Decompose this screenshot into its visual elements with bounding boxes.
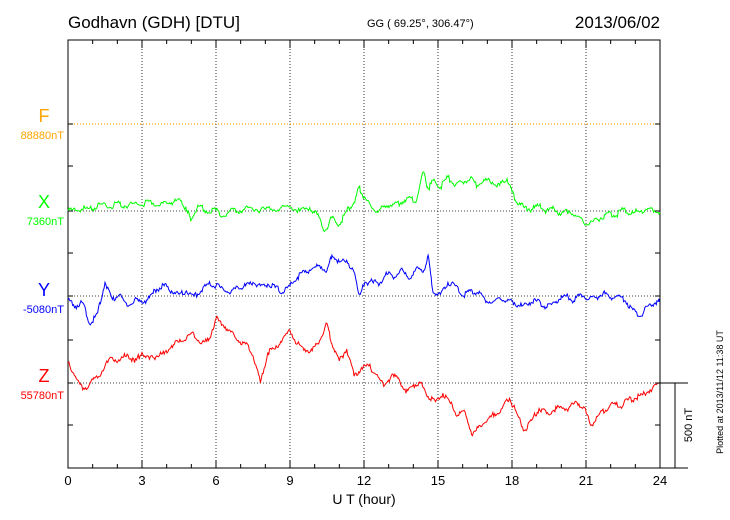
channel-baseline-z: 55780nT: [21, 390, 65, 402]
x-axis-ticks: 0 3 6 9 12 15 18 21 24: [64, 40, 667, 488]
series-line-y: [67, 253, 661, 326]
channel-labels: F 88880nT X 7360nT Y -5080nT Z 55780nT: [21, 106, 65, 402]
channel-name-x: X: [38, 192, 50, 212]
x-tick-label: 6: [212, 473, 219, 488]
channel-baseline-y: -5080nT: [23, 304, 64, 316]
y-axis-ticks: [68, 123, 660, 426]
x-tick-label: 21: [579, 473, 593, 488]
x-tick-label: 0: [64, 473, 71, 488]
x-tick-label: 9: [286, 473, 293, 488]
plotted-at-note: Plotted at 2013/11/12 11:38 UT: [715, 330, 725, 454]
x-tick-label: 3: [138, 473, 145, 488]
scale-bar: 500 nT: [660, 382, 695, 469]
channel-name-y: Y: [38, 280, 50, 300]
series-line-z: [67, 315, 661, 437]
station-title: Godhavn (GDH) [DTU]: [68, 13, 240, 32]
channel-baseline-x: 7360nT: [27, 216, 65, 228]
scale-bar-label: 500 nT: [683, 408, 695, 443]
channel-name-z: Z: [39, 366, 50, 386]
station-coordinates: GG ( 69.25°, 306.47°): [367, 18, 474, 30]
channel-baseline-f: 88880nT: [21, 130, 65, 142]
date-label: 2013/06/02: [575, 13, 660, 32]
x-tick-label: 18: [505, 473, 519, 488]
series-lines: [67, 171, 661, 437]
grid-lines: [141, 40, 587, 468]
series-line-x: [67, 171, 661, 233]
x-tick-label: 24: [653, 473, 667, 488]
channel-name-f: F: [39, 106, 50, 126]
x-axis-label: U T (hour): [332, 491, 395, 507]
x-tick-label: 15: [431, 473, 445, 488]
x-tick-label: 12: [357, 473, 371, 488]
